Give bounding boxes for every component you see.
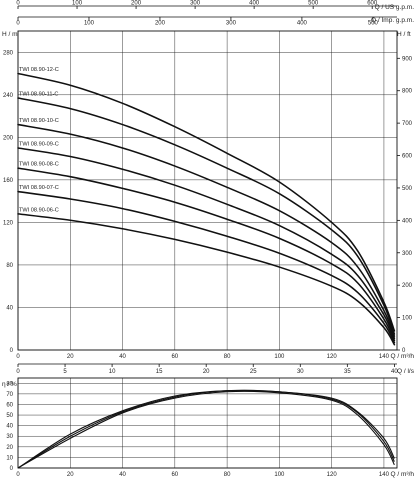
top-us-gpm-label: Q / US g.p.m. (375, 4, 415, 11)
head-curve-5 (17, 167, 396, 342)
eff-y-tick-label: 70 (6, 392, 13, 398)
head-curve-label: TWI 08.90-12-C (19, 67, 59, 73)
eff-x-tick-label: 80 (224, 472, 231, 478)
head-y-tick-label: 160 (3, 178, 14, 184)
head-y-tick-label: 200 (3, 135, 14, 141)
head-x-tick-label: 100 (274, 354, 285, 360)
head-m-label: H / m (2, 31, 18, 38)
head-x-tick-label: 120 (327, 354, 338, 360)
ls-tick-label: 20 (203, 369, 210, 375)
eff-x-tick-label: 20 (67, 472, 74, 478)
eff-y-tick-label: 30 (6, 434, 13, 440)
top-imp-gpm-label: Q / Imp. g.p.m. (371, 17, 414, 24)
efficiency-plot: 0 5 10 15 20 25 30 35 40 0 20 40 60 80 100 120 140 0 10 20 3… (6, 363, 398, 478)
head-curve-4 (17, 147, 396, 340)
ls-tick-label: 10 (109, 369, 116, 375)
us-gpm-tick-label: 100 (72, 1, 83, 7)
imp-gpm-tick-label: 400 (297, 21, 308, 27)
head-ft-tick-label: 600 (402, 154, 413, 160)
efficiency-curve-1 (17, 390, 395, 469)
eff-y-tick-label: 60 (6, 402, 13, 408)
eff-y-tick-label: 0 (10, 466, 14, 472)
ls-tick-label: 5 (63, 369, 67, 375)
head-ft-tick-label: 200 (402, 283, 413, 289)
ls-tick-label: 40 (391, 369, 398, 375)
head-x-tick-label: 60 (171, 354, 178, 360)
head-y-tick-label: 40 (6, 305, 13, 311)
head-curve-6 (17, 190, 396, 344)
head-ft-tick-label: 900 (402, 56, 413, 62)
head-plot-frame (17, 30, 398, 351)
head-y-tick-label: 280 (3, 50, 14, 56)
us-gpm-tick-label: 300 (190, 1, 201, 7)
ls-tick-label: 25 (250, 369, 257, 375)
q-ls-label: Q / l/s (397, 368, 415, 375)
imp-gpm-tick-label: 0 (16, 21, 20, 27)
eff-y-tick-label: 10 (6, 455, 13, 461)
us-gpm-tick-label: 500 (308, 1, 319, 7)
us-gpm-tick-label: 600 (367, 1, 378, 7)
efficiency-curve-3 (17, 389, 395, 469)
head-ft-tick-label: 400 (402, 218, 413, 224)
eff-x-tick-label: 0 (16, 472, 20, 478)
imp-gpm-tick-label: 200 (155, 21, 166, 27)
eff-x-tick-label: 60 (171, 472, 178, 478)
ls-tick-label: 35 (344, 369, 351, 375)
imp-gpm-tick-label: 300 (226, 21, 237, 27)
head-ft-label: H / ft (397, 31, 411, 38)
eff-x-tick-label: 140 (379, 472, 390, 478)
eff-plot-frame (17, 377, 398, 469)
head-curve-label: TWI 08.90-09-C (19, 141, 59, 147)
head-curve-2 (17, 97, 396, 335)
eff-x-tick-label: 40 (119, 472, 126, 478)
head-ft-tick-label: 300 (402, 251, 413, 257)
head-x-tick-label: 140 (379, 354, 390, 360)
q-m3h-label: Q / m³/h (391, 353, 415, 360)
head-ft-tick-label: 100 (402, 316, 413, 322)
ls-tick-label: 30 (297, 369, 304, 375)
head-y-tick-label: 240 (3, 93, 14, 99)
head-curve-label: TWI 08.90-08-C (19, 162, 59, 168)
us-gpm-tick-label: 400 (249, 1, 260, 7)
ls-tick-label: 0 (16, 369, 20, 375)
head-curve-1 (17, 72, 396, 332)
head-curve-3 (17, 123, 396, 337)
head-x-tick-label: 80 (224, 354, 231, 360)
eff-y-tick-label: 40 (6, 424, 13, 430)
efficiency-label: η / % (2, 381, 17, 388)
head-ft-tick-label: 0 (402, 348, 406, 354)
eff-y-tick-label: 50 (6, 413, 13, 419)
head-ft-tick-label: 500 (402, 186, 413, 192)
head-x-tick-label: 40 (119, 354, 126, 360)
imp-gpm-tick-label: 100 (84, 21, 95, 27)
head-x-tick-label: 0 (16, 354, 20, 360)
ls-tick-label: 15 (156, 369, 163, 375)
head-ft-tick-label: 800 (402, 89, 413, 95)
head-ft-tick-label: 700 (402, 121, 413, 127)
eff-x-tick-label: 100 (274, 472, 285, 478)
us-gpm-tick-label: 0 (16, 1, 20, 7)
head-x-tick-label: 20 (67, 354, 74, 360)
eff-y-tick-label: 20 (6, 445, 13, 451)
head-curve-7 (17, 213, 396, 346)
head-curve-label: TWI 08.90-06-C (19, 207, 59, 213)
us-gpm-tick-label: 200 (131, 1, 142, 7)
eff-x-tick-label: 120 (327, 472, 338, 478)
eff-y-tick-label: 80 (6, 381, 13, 387)
head-y-tick-label: 0 (10, 348, 14, 354)
head-y-tick-label: 120 (3, 220, 14, 226)
head-y-tick-label: 80 (6, 263, 13, 269)
q-m3h-label-eff: Q / m³/h (391, 471, 415, 478)
imp-gpm-tick-label: 500 (368, 21, 379, 27)
head-curve-label: TWI 08.90-10-C (19, 118, 59, 124)
head-curve-label: TWI 08.90-11-C (19, 91, 58, 97)
head-curve-label: TWI 08.90-07-C (19, 185, 59, 191)
